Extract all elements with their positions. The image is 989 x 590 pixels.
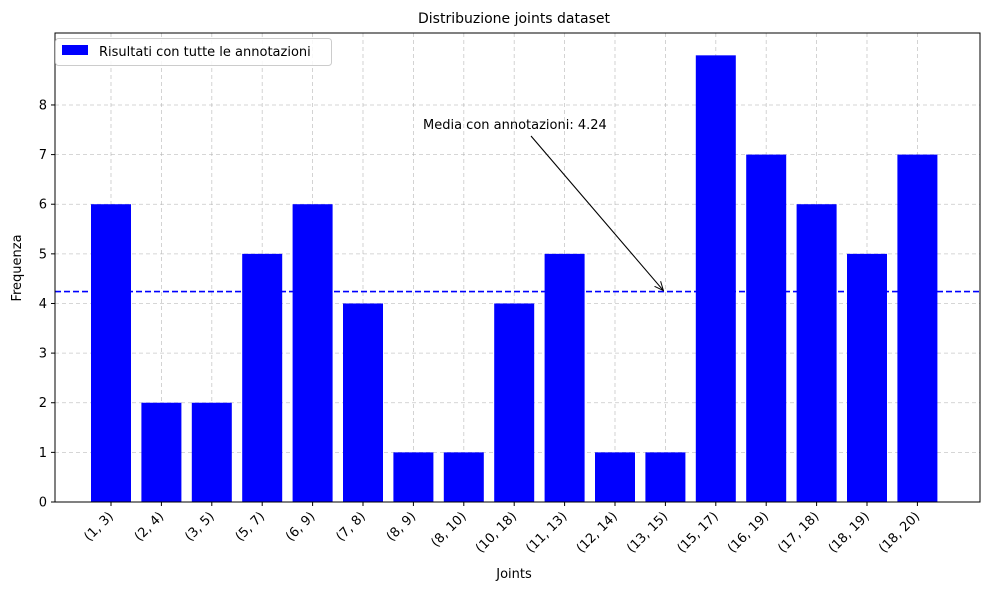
y-tick-label-5: 5 xyxy=(39,247,47,262)
y-tick-label-2: 2 xyxy=(39,396,47,411)
legend-label: Risultati con tutte le annotazioni xyxy=(99,45,311,60)
y-tick-label-0: 0 xyxy=(39,496,47,511)
y-tick-label-4: 4 xyxy=(39,297,47,312)
x-axis-label: Joints xyxy=(495,567,532,582)
x-tick-label-6: (8, 9) xyxy=(384,509,419,544)
x-tick-label-16: (18, 20) xyxy=(876,509,923,556)
bar-4 xyxy=(292,204,333,502)
annotation-arrow xyxy=(530,135,663,291)
x-tick-label-7: (8, 10) xyxy=(428,509,469,550)
x-tick-label-4: (6, 9) xyxy=(283,509,318,544)
bar-3 xyxy=(242,253,283,502)
bar-16 xyxy=(897,154,938,502)
chart-title: Distribuzione joints dataset xyxy=(418,11,610,27)
x-tick-label-11: (13, 15) xyxy=(624,509,671,556)
x-tick-label-15: (18, 19) xyxy=(826,509,873,556)
bar-6 xyxy=(393,452,434,502)
bar-7 xyxy=(443,452,484,502)
y-tick-label-1: 1 xyxy=(39,446,47,461)
annotation: Media con annotazioni: 4.24 xyxy=(423,118,663,291)
x-tick-label-14: (17, 18) xyxy=(775,509,822,556)
x-tick-label-8: (10, 18) xyxy=(473,509,520,556)
bar-1 xyxy=(141,402,182,502)
y-tick-label-8: 8 xyxy=(39,98,47,113)
bar-11 xyxy=(645,452,686,502)
annotation-text: Media con annotazioni: 4.24 xyxy=(423,118,607,133)
bar-5 xyxy=(343,303,383,502)
y-axis-ticks: 0 1 2 3 4 5 6 7 8 xyxy=(39,98,55,511)
bar-13 xyxy=(746,154,787,502)
bar-12 xyxy=(695,55,736,502)
x-tick-label-13: (16, 19) xyxy=(725,509,772,556)
x-tick-label-12: (15, 17) xyxy=(675,509,722,556)
x-tick-label-1: (2, 4) xyxy=(132,509,167,544)
bar-10 xyxy=(595,452,635,502)
bars xyxy=(91,55,938,502)
x-axis-ticks: (1, 3) (2, 4) (3, 5) (5, 7) (6, 9) (7, 8) (8, … xyxy=(82,502,923,556)
bar-15 xyxy=(847,253,887,502)
bar-14 xyxy=(796,204,837,502)
x-tick-label-9: (11, 13) xyxy=(523,509,570,556)
x-tick-label-0: (1, 3) xyxy=(82,509,117,544)
x-tick-label-10: (12, 14) xyxy=(574,509,621,556)
x-tick-label-2: (3, 5) xyxy=(182,509,217,544)
y-tick-label-3: 3 xyxy=(39,347,47,362)
x-tick-label-3: (5, 7) xyxy=(233,509,268,544)
bar-9 xyxy=(544,253,585,502)
plot-frame xyxy=(54,32,981,503)
bar-8 xyxy=(494,303,535,502)
y-tick-label-6: 6 xyxy=(39,198,47,213)
y-axis-label: Frequenza xyxy=(10,234,25,301)
legend: Risultati con tutte le annotazioni xyxy=(55,38,332,66)
x-tick-label-5: (7, 8) xyxy=(334,509,369,544)
legend-swatch xyxy=(62,45,88,55)
y-tick-label-7: 7 xyxy=(39,148,47,163)
bar-2 xyxy=(191,402,232,502)
legend-frame xyxy=(55,38,332,66)
bar-0 xyxy=(91,204,131,502)
